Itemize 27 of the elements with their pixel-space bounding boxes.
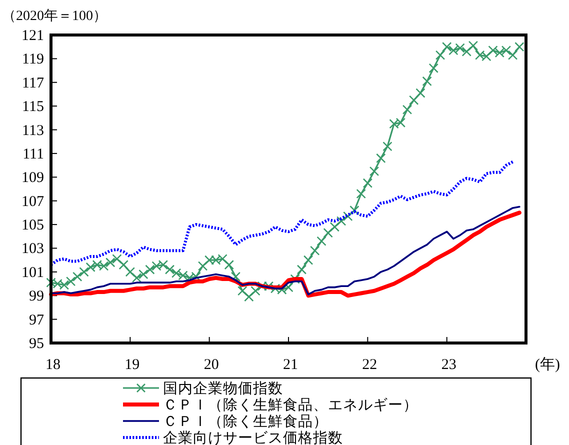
legend-label: ＣＰＩ（除く生鮮食品、エネルギー） [163,396,418,414]
y-tick-label: 105 [22,218,44,234]
y-tick-label: 101 [22,264,44,281]
y-tick-label: 115 [22,99,44,116]
y-axis-title: （2020年＝100） [2,8,107,24]
legend-label: 国内企業物価指数 [163,380,283,397]
x-tick-label: 22 [362,357,378,373]
y-tick-label: 99 [29,288,44,305]
x-tick-label: 23 [441,357,456,373]
y-tick-label: 97 [29,312,44,328]
line-series [50,160,514,266]
y-tick-label: 119 [22,52,44,68]
x-tick-label: 18 [46,357,60,373]
x-tick-label: 21 [283,357,298,373]
x-tick-label: 19 [124,357,140,373]
y-tick-label: 117 [22,75,44,92]
legend-label: ＣＰＩ（除く生鮮食品） [163,413,328,430]
y-tick-label: 109 [22,170,44,186]
y-tick-label: 121 [22,28,44,44]
y-tick-label: 113 [22,122,44,139]
y-tick-label: 107 [22,194,44,210]
y-tick-label: 103 [22,241,44,258]
x-axis-title: (年) [535,356,560,373]
y-tick-label: 111 [22,146,44,162]
x-tick-label: 20 [204,357,219,373]
y-tick-label: 95 [29,336,44,352]
legend-label: 企業向けサービス価格指数 [163,430,343,445]
